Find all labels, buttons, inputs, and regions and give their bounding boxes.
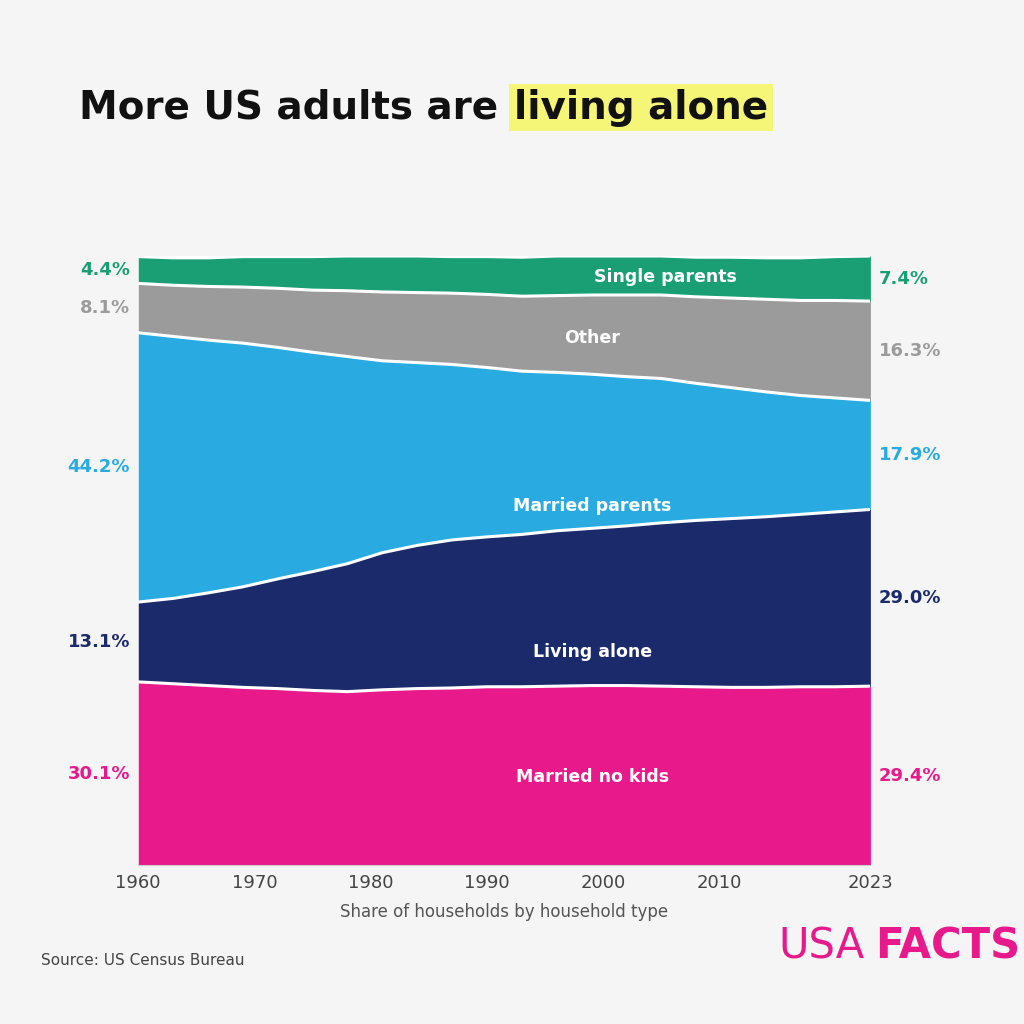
Text: Single parents: Single parents bbox=[594, 268, 737, 287]
Text: 4.4%: 4.4% bbox=[80, 261, 130, 279]
Text: Married no kids: Married no kids bbox=[516, 768, 669, 786]
Text: 7.4%: 7.4% bbox=[879, 269, 929, 288]
Text: living alone: living alone bbox=[514, 88, 768, 127]
Text: 29.4%: 29.4% bbox=[879, 767, 941, 784]
Text: 29.0%: 29.0% bbox=[879, 589, 941, 607]
Text: 8.1%: 8.1% bbox=[80, 299, 130, 317]
Text: More US adults are: More US adults are bbox=[80, 88, 512, 127]
Text: 17.9%: 17.9% bbox=[879, 445, 941, 464]
Text: 16.3%: 16.3% bbox=[879, 342, 941, 359]
Text: Living alone: Living alone bbox=[532, 643, 651, 662]
Text: Married parents: Married parents bbox=[513, 497, 672, 515]
Text: 30.1%: 30.1% bbox=[68, 765, 130, 782]
Text: USA: USA bbox=[778, 926, 864, 968]
Text: Source: US Census Bureau: Source: US Census Bureau bbox=[41, 952, 245, 968]
Text: Other: Other bbox=[564, 330, 621, 347]
X-axis label: Share of households by household type: Share of households by household type bbox=[340, 903, 669, 921]
Text: 44.2%: 44.2% bbox=[68, 459, 130, 476]
Text: 13.1%: 13.1% bbox=[68, 633, 130, 651]
Text: FACTS: FACTS bbox=[876, 926, 1021, 968]
